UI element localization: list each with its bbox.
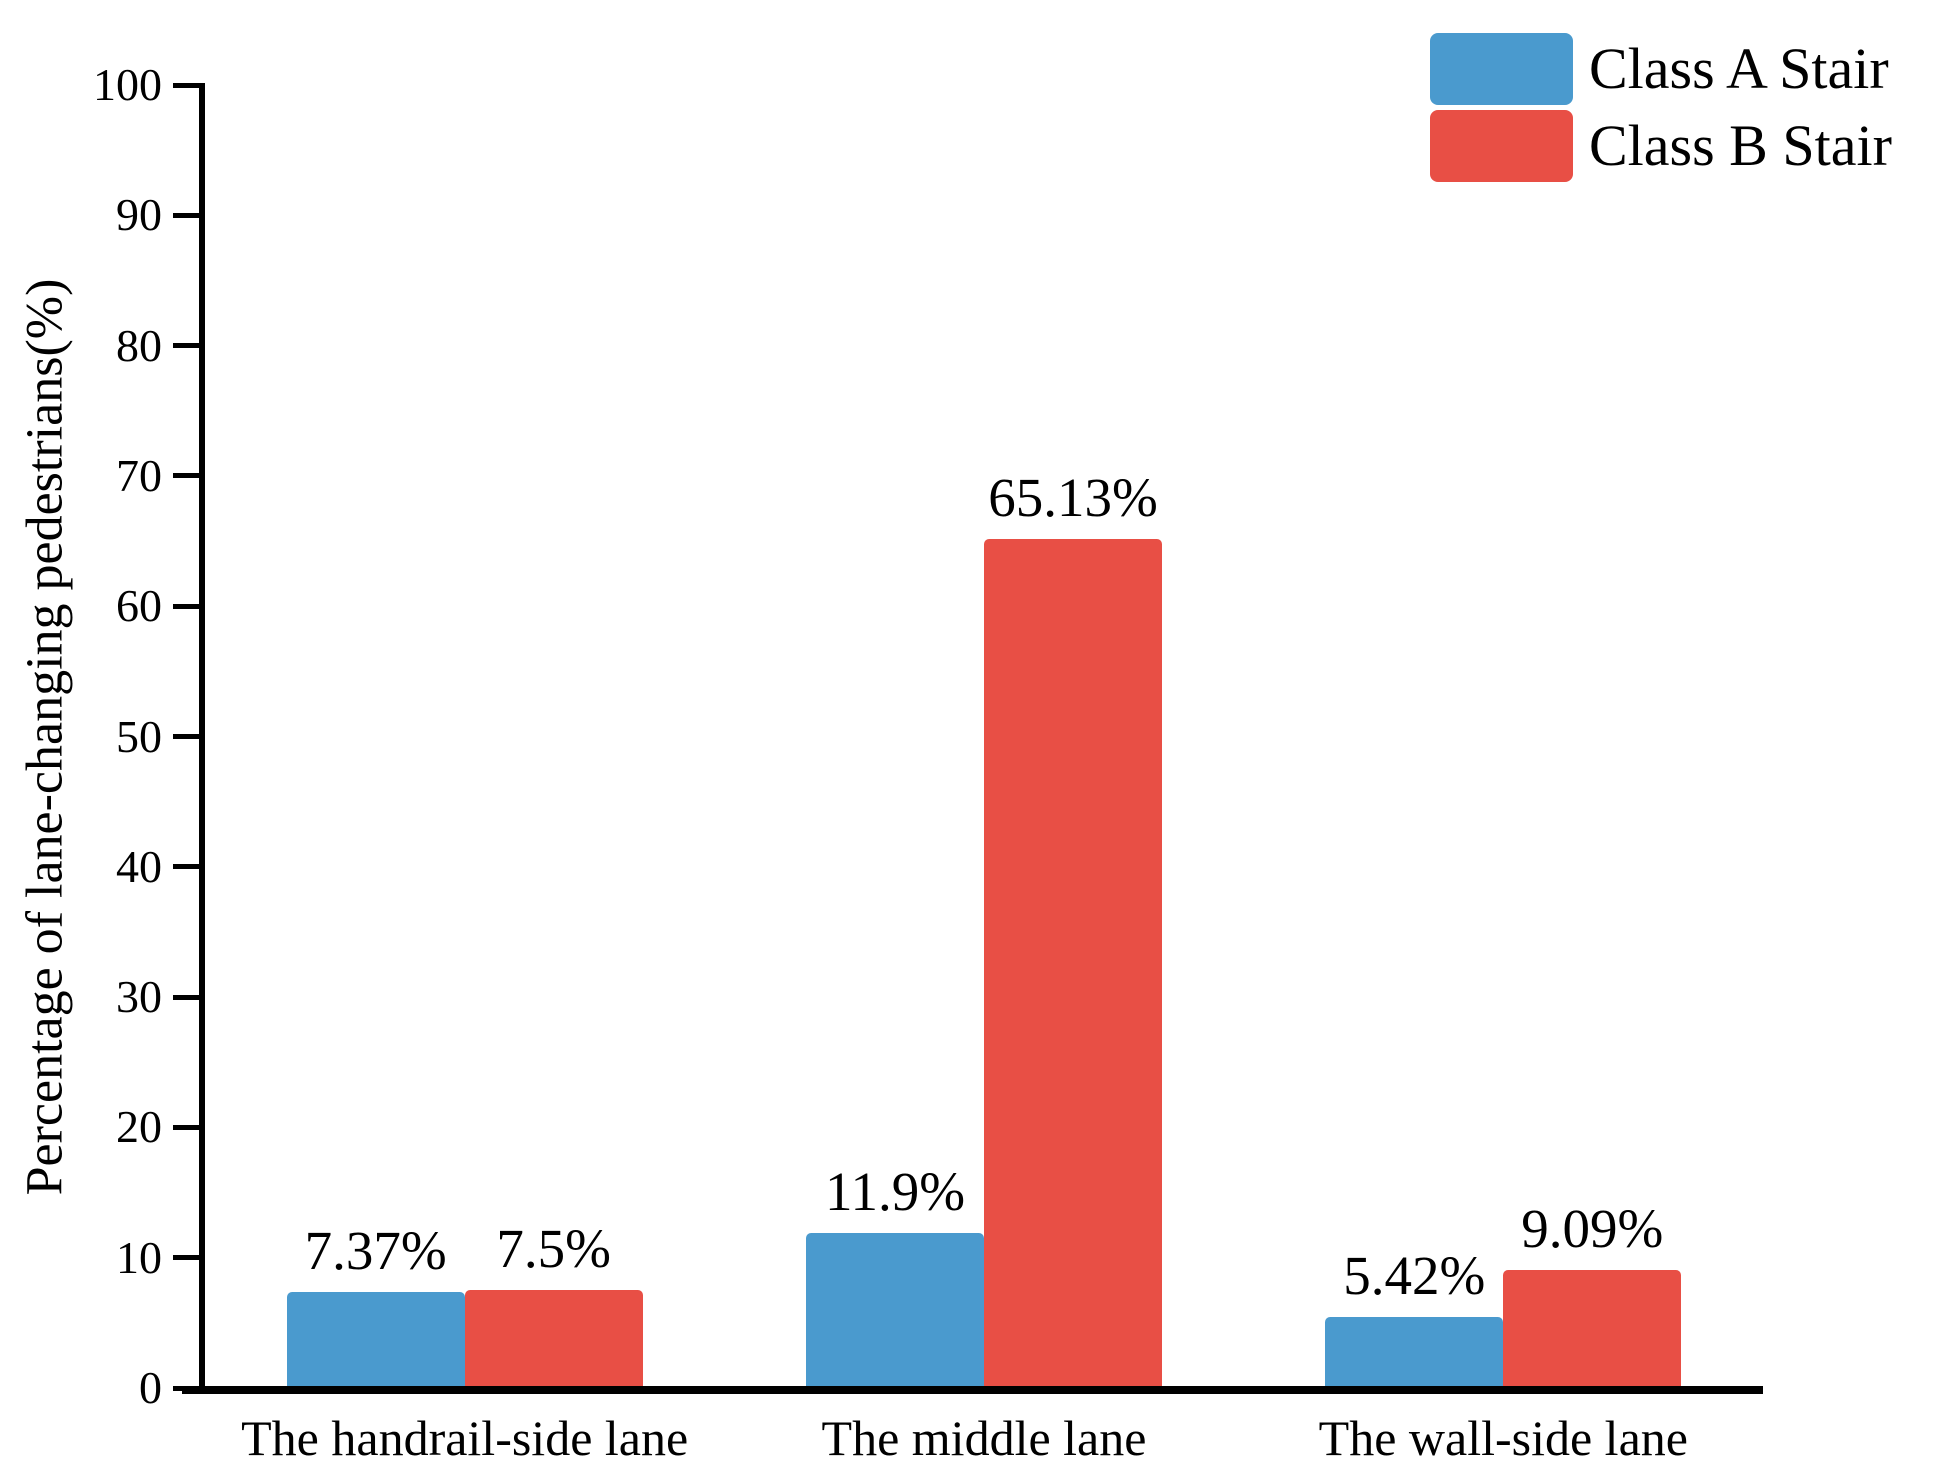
bar (464, 1290, 643, 1388)
bar-value-label: 65.13% (988, 467, 1158, 529)
legend: Class A Stair Class B Stair (1430, 33, 1892, 182)
y-tick (173, 1385, 199, 1391)
y-tick-label: 30 (116, 971, 162, 1023)
bar-value-label: 5.42% (1343, 1245, 1486, 1307)
bar-value-label: 11.9% (824, 1160, 966, 1222)
y-tick (173, 473, 199, 479)
y-tick-label: 0 (139, 1362, 162, 1413)
bar-value-label: 7.37% (304, 1219, 447, 1281)
category-group: 5.42% 9.09% (1244, 85, 1763, 1388)
y-tick-label: 20 (116, 1101, 162, 1153)
x-axis-line (182, 1386, 1763, 1394)
x-category-label: The middle lane (821, 1410, 1147, 1466)
bar (983, 539, 1162, 1388)
bar-value-label: 9.09% (1521, 1197, 1664, 1259)
y-tick (173, 734, 199, 739)
legend-row: Class A Stair (1430, 33, 1892, 105)
y-tick-label: 40 (116, 840, 162, 892)
plot-area: 7.37% 7.5% 11.9% 65.13% 5.42% 9.09% (205, 85, 1763, 1388)
y-tick-label: 70 (116, 449, 162, 501)
y-tick-label: 90 (116, 189, 162, 241)
bar (1503, 1269, 1682, 1388)
category-group: 11.9% 65.13% (724, 85, 1243, 1388)
y-tick-label: 80 (116, 319, 162, 371)
y-tick (173, 343, 199, 349)
bar (805, 1232, 984, 1388)
y-tick (173, 603, 199, 609)
y-tick (173, 82, 199, 88)
legend-swatch-class-b (1430, 110, 1573, 182)
y-tick (173, 212, 199, 218)
bar (286, 1291, 465, 1388)
legend-swatch-class-a (1430, 33, 1573, 105)
bar-value-label: 7.5% (496, 1218, 611, 1280)
y-tick (173, 1255, 199, 1261)
y-tick (173, 864, 199, 870)
y-axis-line (199, 83, 205, 1394)
y-tick-label: 10 (116, 1231, 162, 1283)
y-tick-label: 50 (116, 710, 162, 762)
legend-label: Class B Stair (1589, 113, 1892, 178)
y-tick-label: 60 (116, 580, 162, 632)
x-category-label: The wall-side lane (1318, 1410, 1688, 1466)
category-group: 7.37% 7.5% (205, 85, 724, 1388)
x-category-label: The handrail-side lane (241, 1410, 689, 1466)
y-tick (173, 1124, 199, 1130)
y-tick (173, 994, 199, 1000)
y-tick-label: 100 (93, 59, 162, 110)
bar (1325, 1317, 1504, 1388)
legend-label: Class A Stair (1589, 36, 1889, 101)
legend-row: Class B Stair (1430, 110, 1892, 182)
